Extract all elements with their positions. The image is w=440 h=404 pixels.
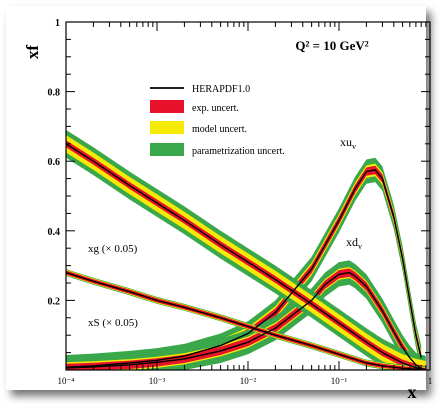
y-axis: 0.2 0.4 0.6 0.8 1 bbox=[48, 18, 430, 354]
legend-label: exp. uncert. bbox=[192, 103, 239, 114]
curve-xs bbox=[65, 271, 426, 371]
x-axis: 10⁻⁴ 10⁻³ 10⁻² 10⁻¹ 1 bbox=[58, 22, 433, 386]
legend: HERAPDF1.0 exp. uncert. model uncert. pa… bbox=[150, 84, 285, 157]
band-param-xg bbox=[66, 129, 426, 370]
series-label-sub: v bbox=[352, 142, 356, 151]
legend-swatch-param bbox=[150, 143, 184, 156]
x-tick-label: 10⁻² bbox=[240, 376, 257, 386]
x-axis-label: x bbox=[408, 382, 417, 402]
series-label-main: xu bbox=[340, 135, 352, 149]
band-param-xd bbox=[66, 260, 422, 370]
series-label-xuv: xuv bbox=[340, 135, 356, 151]
band-model-xu bbox=[66, 163, 422, 370]
chart-title: Q² = 10 GeV² bbox=[295, 38, 368, 53]
series-label-main: xd bbox=[346, 235, 358, 249]
y-tick-label: 0.2 bbox=[48, 296, 61, 307]
legend-label: model uncert. bbox=[192, 124, 247, 135]
x-tick-label: 10⁻⁴ bbox=[58, 376, 75, 386]
curve-xu bbox=[65, 169, 422, 368]
x-tick-label: 1 bbox=[428, 376, 433, 386]
curve-xd bbox=[65, 271, 422, 369]
series-label-xs: xS (× 0.05) bbox=[88, 317, 138, 329]
series-label-xdv: xdv bbox=[346, 235, 362, 251]
y-tick-label: 0.4 bbox=[48, 227, 61, 238]
y-tick-label: 1 bbox=[55, 18, 60, 29]
y-tick-label: 0.8 bbox=[48, 88, 61, 99]
band-exp-xu bbox=[66, 165, 422, 370]
curve-xg bbox=[65, 143, 426, 371]
y-axis-label: xf bbox=[23, 45, 42, 60]
x-tick-label: 10⁻¹ bbox=[331, 376, 348, 386]
uncertainty-bands bbox=[66, 129, 426, 370]
legend-label: parametrization uncert. bbox=[192, 146, 285, 157]
legend-swatch-exp bbox=[150, 100, 184, 113]
legend-swatch-model bbox=[150, 121, 184, 134]
x-tick-label: 10⁻³ bbox=[149, 376, 166, 386]
band-model-xg bbox=[66, 135, 426, 370]
legend-label: HERAPDF1.0 bbox=[192, 84, 250, 95]
y-tick-label: 0.6 bbox=[48, 157, 61, 168]
series-label-xg: xg (× 0.05) bbox=[88, 243, 138, 255]
series-label-sub: v bbox=[358, 242, 362, 251]
central-curves bbox=[65, 143, 426, 371]
